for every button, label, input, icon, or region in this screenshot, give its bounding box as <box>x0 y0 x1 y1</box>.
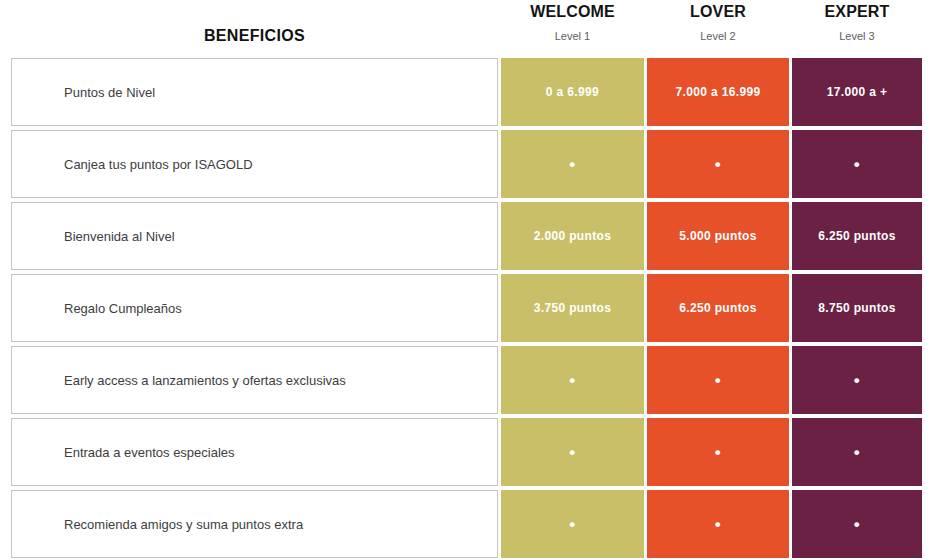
benefits-title-cell: BENEFICIOS <box>11 0 498 58</box>
welcome-cell: 0 a 6.999 <box>501 58 644 126</box>
included-dot-icon: • <box>854 372 860 389</box>
welcome-cell: • <box>501 130 644 198</box>
benefit-label: Early access a lanzamientos y ofertas ex… <box>64 373 346 388</box>
table-row: Canjea tus puntos por ISAGOLD • • • <box>11 130 922 198</box>
included-dot-icon: • <box>715 372 721 389</box>
benefits-table: BENEFICIOS WELCOME Level 1 LOVER Level 2… <box>11 0 922 560</box>
expert-cell: • <box>792 130 922 198</box>
expert-cell: • <box>792 346 922 414</box>
table-row: Bienvenida al Nivel 2.000 puntos 5.000 p… <box>11 202 922 270</box>
welcome-value: 2.000 puntos <box>534 230 612 242</box>
included-dot-icon: • <box>854 156 860 173</box>
lover-cell: 7.000 a 16.999 <box>647 58 789 126</box>
lover-cell: 5.000 puntos <box>647 202 789 270</box>
column-name-expert: EXPERT <box>825 3 890 21</box>
lover-cell: • <box>647 418 789 486</box>
welcome-cell: 3.750 puntos <box>501 274 644 342</box>
benefit-cell: Early access a lanzamientos y ofertas ex… <box>11 346 498 414</box>
lover-cell: 6.250 puntos <box>647 274 789 342</box>
column-header-lover: LOVER Level 2 <box>647 0 789 58</box>
included-dot-icon: • <box>715 516 721 533</box>
lover-cell: • <box>647 130 789 198</box>
column-name-lover: LOVER <box>690 3 746 21</box>
table-row: Puntos de Nivel 0 a 6.999 7.000 a 16.999… <box>11 58 922 126</box>
column-level-expert: Level 3 <box>839 30 874 42</box>
benefit-cell: Canjea tus puntos por ISAGOLD <box>11 130 498 198</box>
lover-value: 6.250 puntos <box>679 302 757 314</box>
welcome-cell: • <box>501 346 644 414</box>
welcome-cell: • <box>501 418 644 486</box>
welcome-cell: • <box>501 490 644 558</box>
table-header: BENEFICIOS WELCOME Level 1 LOVER Level 2… <box>11 0 922 58</box>
column-name-welcome: WELCOME <box>530 3 615 21</box>
table-row: Recomienda amigos y suma puntos extra • … <box>11 490 922 558</box>
column-header-expert: EXPERT Level 3 <box>792 0 922 58</box>
column-level-welcome: Level 1 <box>555 30 590 42</box>
expert-cell: 8.750 puntos <box>792 274 922 342</box>
included-dot-icon: • <box>854 516 860 533</box>
included-dot-icon: • <box>569 444 575 461</box>
lover-cell: • <box>647 346 789 414</box>
table-row: Entrada a eventos especiales • • • <box>11 418 922 486</box>
benefit-cell: Entrada a eventos especiales <box>11 418 498 486</box>
expert-value: 8.750 puntos <box>818 302 896 314</box>
lover-value: 5.000 puntos <box>679 230 757 242</box>
expert-cell: 17.000 a + <box>792 58 922 126</box>
benefits-title: BENEFICIOS <box>204 27 305 45</box>
expert-value: 6.250 puntos <box>818 230 896 242</box>
included-dot-icon: • <box>854 444 860 461</box>
benefit-cell: Regalo Cumpleaños <box>11 274 498 342</box>
expert-cell: • <box>792 418 922 486</box>
welcome-value: 0 a 6.999 <box>546 86 599 98</box>
included-dot-icon: • <box>569 156 575 173</box>
expert-cell: 6.250 puntos <box>792 202 922 270</box>
benefit-label: Canjea tus puntos por ISAGOLD <box>64 157 253 172</box>
benefit-cell: Bienvenida al Nivel <box>11 202 498 270</box>
lover-value: 7.000 a 16.999 <box>675 86 760 98</box>
lover-cell: • <box>647 490 789 558</box>
expert-cell: • <box>792 490 922 558</box>
benefit-cell: Recomienda amigos y suma puntos extra <box>11 490 498 558</box>
column-header-welcome: WELCOME Level 1 <box>501 0 644 58</box>
benefit-label: Entrada a eventos especiales <box>64 445 235 460</box>
benefit-label: Recomienda amigos y suma puntos extra <box>64 517 303 532</box>
welcome-cell: 2.000 puntos <box>501 202 644 270</box>
column-level-lover: Level 2 <box>700 30 735 42</box>
included-dot-icon: • <box>569 372 575 389</box>
included-dot-icon: • <box>715 156 721 173</box>
benefit-label: Regalo Cumpleaños <box>64 301 182 316</box>
benefit-cell: Puntos de Nivel <box>11 58 498 126</box>
expert-value: 17.000 a + <box>827 86 888 98</box>
welcome-value: 3.750 puntos <box>534 302 612 314</box>
benefit-label: Bienvenida al Nivel <box>64 229 175 244</box>
benefit-label: Puntos de Nivel <box>64 85 155 100</box>
benefits-table-page: BENEFICIOS WELCOME Level 1 LOVER Level 2… <box>0 0 933 560</box>
included-dot-icon: • <box>569 516 575 533</box>
table-row: Regalo Cumpleaños 3.750 puntos 6.250 pun… <box>11 274 922 342</box>
included-dot-icon: • <box>715 444 721 461</box>
table-row: Early access a lanzamientos y ofertas ex… <box>11 346 922 414</box>
